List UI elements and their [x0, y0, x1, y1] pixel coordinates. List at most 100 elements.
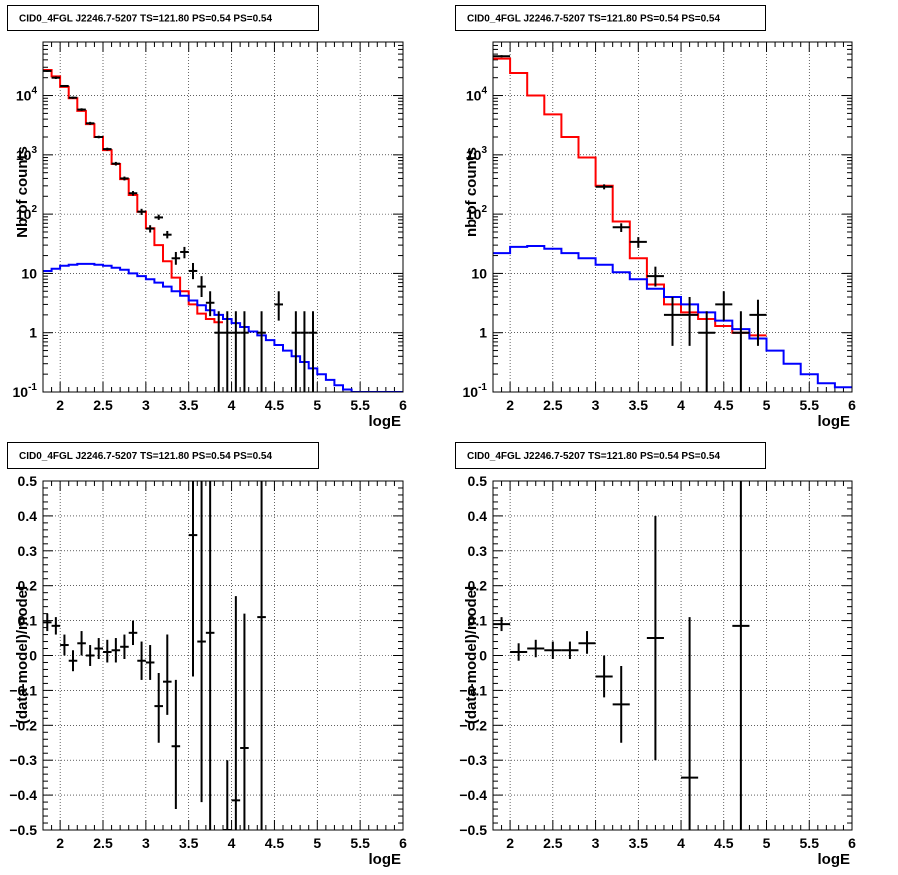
- x-tick-label: 2.5: [543, 397, 563, 413]
- x-tick-label: 6: [399, 835, 407, 851]
- x-tick-label: 2: [506, 835, 514, 851]
- y-tick-label: 103: [16, 145, 38, 163]
- grid-lines: [493, 42, 852, 392]
- y-tick-label: 10-1: [463, 382, 488, 400]
- x-tick-label: 3.5: [629, 397, 649, 413]
- x-tick-label: 3.5: [179, 397, 199, 413]
- y-tick-label: 0.1: [18, 613, 38, 629]
- y-tick-label: 0.1: [468, 613, 488, 629]
- x-tick-label: 3: [142, 397, 150, 413]
- chart-title: CID0_4FGL J2246.7-5207 TS=121.80 PS=0.54…: [467, 451, 720, 462]
- y-tick-exponent: 4: [481, 86, 487, 97]
- y-tick-label: −0.5: [459, 822, 487, 838]
- y-axis-label: nb of counts: [463, 147, 480, 237]
- y-tick-label: 0.5: [18, 473, 38, 489]
- plot-area: [43, 481, 266, 830]
- y-tick-base: 10: [466, 147, 482, 163]
- x-tick-label: 3.5: [179, 835, 199, 851]
- source-model-line: [43, 262, 403, 392]
- plot-frame: [42, 480, 404, 831]
- y-tick-label: 0: [479, 648, 487, 664]
- x-tick-label: 4: [228, 397, 236, 413]
- x-tick-label: 6: [848, 397, 856, 413]
- y-tick-label: 1: [479, 325, 487, 341]
- y-tick-label: −0.2: [459, 717, 487, 733]
- chart-panel: CID0_4FGL J2246.7-5207 TS=121.80 PS=0.54…: [7, 442, 407, 868]
- y-tick-label: 104: [466, 86, 488, 104]
- chart-panel: CID0_4FGL J2246.7-5207 TS=121.80 PS=0.54…: [455, 5, 856, 430]
- y-tick-label: −0.4: [459, 787, 487, 803]
- x-axis-label: logE: [369, 413, 402, 430]
- x-axis-label: logE: [818, 851, 851, 868]
- y-tick-label: −0.3: [459, 752, 487, 768]
- x-tick-label: 3: [592, 835, 600, 851]
- y-tick-label: 0.3: [18, 543, 38, 559]
- y-tick-exponent: -1: [478, 382, 487, 393]
- y-tick-exponent: 3: [31, 145, 37, 156]
- y-tick-exponent: -1: [28, 382, 37, 393]
- grid-lines: [43, 42, 403, 392]
- x-tick-label: 2: [56, 835, 64, 851]
- x-tick-label: 5: [313, 835, 321, 851]
- x-tick-label: 4.5: [265, 397, 285, 413]
- y-tick-base: 10: [13, 384, 29, 400]
- y-tick-label: 104: [16, 86, 38, 104]
- y-tick-base: 10: [466, 206, 482, 222]
- source-model-line: [493, 245, 852, 389]
- y-tick-base: 10: [463, 384, 479, 400]
- y-tick-label: 1: [29, 325, 37, 341]
- y-tick-label: 103: [466, 145, 488, 163]
- y-tick-label: 0.4: [468, 508, 488, 524]
- y-tick-base: 10: [466, 88, 482, 104]
- x-tick-label: 2.5: [93, 835, 113, 851]
- y-tick-exponent: 3: [481, 145, 487, 156]
- x-tick-label: 2.5: [543, 835, 563, 851]
- y-tick-label: 102: [16, 204, 38, 222]
- y-tick-label: 102: [466, 204, 488, 222]
- y-tick-exponent: 2: [31, 204, 37, 215]
- x-tick-label: 5: [763, 835, 771, 851]
- title-box: [455, 5, 766, 31]
- plot-frame: [42, 41, 404, 393]
- y-tick-exponent: 4: [31, 86, 37, 97]
- y-tick-exponent: 2: [481, 204, 487, 215]
- x-tick-label: 5.5: [350, 397, 370, 413]
- x-tick-label: 4.5: [265, 835, 285, 851]
- data-points: [493, 55, 767, 392]
- y-tick-label: 0.2: [18, 578, 38, 594]
- x-tick-label: 5: [313, 397, 321, 413]
- x-tick-label: 4.5: [714, 397, 734, 413]
- x-tick-label: 4.5: [714, 835, 734, 851]
- x-tick-label: 3: [592, 397, 600, 413]
- y-tick-label: 0: [29, 648, 37, 664]
- x-tick-label: 2.5: [93, 397, 113, 413]
- x-tick-label: 4: [677, 397, 685, 413]
- y-tick-label: 10: [471, 265, 487, 281]
- chart-title: CID0_4FGL J2246.7-5207 TS=121.80 PS=0.54…: [467, 14, 720, 25]
- x-tick-label: 2: [56, 397, 64, 413]
- x-tick-label: 5.5: [350, 835, 370, 851]
- y-tick-label: −0.2: [9, 717, 37, 733]
- grid-lines: [43, 481, 403, 830]
- x-tick-label: 3: [142, 835, 150, 851]
- chart-title: CID0_4FGL J2246.7-5207 TS=121.80 PS=0.54…: [19, 451, 272, 462]
- x-axis-label: logE: [369, 851, 402, 868]
- y-tick-label: 10-1: [13, 382, 38, 400]
- data-points: [43, 481, 266, 830]
- x-tick-label: 5: [763, 397, 771, 413]
- plot-area: [43, 69, 403, 392]
- chart-title: CID0_4FGL J2246.7-5207 TS=121.80 PS=0.54…: [19, 14, 272, 25]
- y-axis-label: (data-model)/model: [14, 586, 31, 724]
- data-points: [493, 481, 750, 830]
- plot-area: [493, 55, 852, 392]
- y-axis-label: Nb of counts: [14, 146, 31, 238]
- chart-panel: CID0_4FGL J2246.7-5207 TS=121.80 PS=0.54…: [455, 442, 856, 868]
- axis-ticks: [42, 41, 404, 393]
- x-tick-label: 4: [228, 835, 236, 851]
- x-tick-label: 4: [677, 835, 685, 851]
- y-tick-base: 10: [16, 147, 32, 163]
- x-tick-label: 6: [399, 397, 407, 413]
- axis-ticks: [492, 480, 853, 831]
- x-axis-label: logE: [818, 413, 851, 430]
